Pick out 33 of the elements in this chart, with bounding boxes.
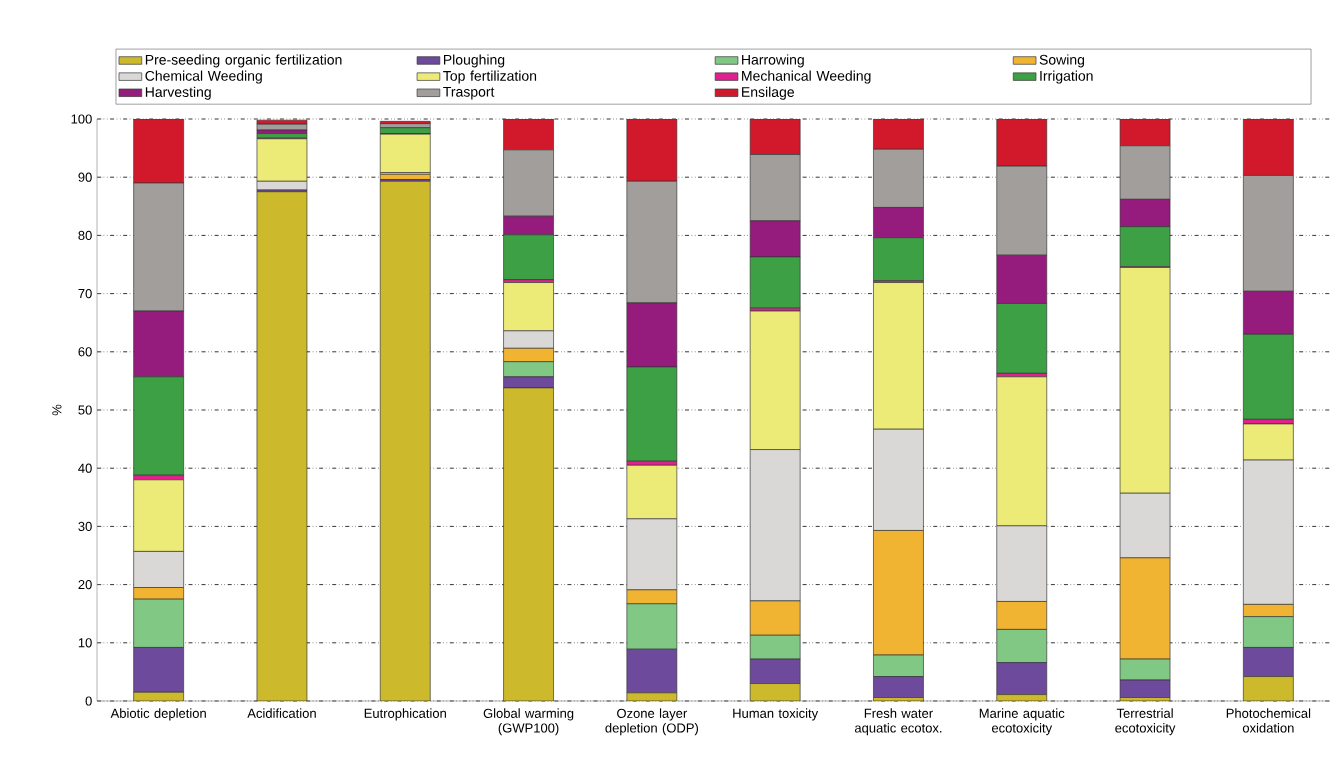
legend-label: Pre-seeding organic fertilization <box>145 54 342 68</box>
x-tick-label: Ozone layer depletion (ODP) <box>605 708 699 736</box>
legend-label: Ensilage <box>742 86 794 100</box>
x-tick-label: Marine aquatic ecotoxicity <box>979 708 1065 736</box>
x-tick-label: Human toxicity <box>733 708 819 721</box>
legend-label: Sowing <box>1039 54 1085 68</box>
legend-label: Irrigation <box>1040 70 1093 84</box>
y-tick-label: 80 <box>78 230 92 240</box>
x-tick-label: Terrestrial ecotoxicity <box>1115 708 1176 736</box>
y-tick-label: 60 <box>78 347 92 357</box>
legend-label: Trasport <box>443 86 495 100</box>
legend-label: Top fertilization <box>443 70 537 84</box>
y-tick-label: 50 <box>78 405 92 415</box>
y-axis-title: % <box>52 404 62 416</box>
legend-label: Harrowing <box>742 54 804 68</box>
x-tick-label: Acidification <box>247 708 316 718</box>
y-tick-label: 100 <box>71 114 92 124</box>
legend-label: Chemical Weeding <box>145 70 262 84</box>
legend-label: Mechanical Weeding <box>742 70 871 84</box>
y-tick-label: 40 <box>78 463 92 473</box>
y-tick-label: 0 <box>85 696 92 706</box>
y-tick-label: 70 <box>78 289 92 299</box>
x-tick-label: Photochemical oxidation <box>1226 708 1311 733</box>
y-tick-label: 90 <box>78 172 92 182</box>
y-tick-label: 20 <box>78 580 92 590</box>
legend-label: Harvesting <box>145 86 211 100</box>
x-tick-label: Eutrophication <box>364 708 446 721</box>
legend-label: Ploughing <box>443 54 505 68</box>
x-tick-label: Global warming (GWP100) <box>483 708 574 736</box>
y-tick-label: 30 <box>78 521 92 531</box>
x-tick-label: Fresh water aquatic ecotox. <box>854 708 942 736</box>
x-tick-label: Abiotic depletion <box>110 708 206 721</box>
y-tick-label: 10 <box>78 638 92 648</box>
